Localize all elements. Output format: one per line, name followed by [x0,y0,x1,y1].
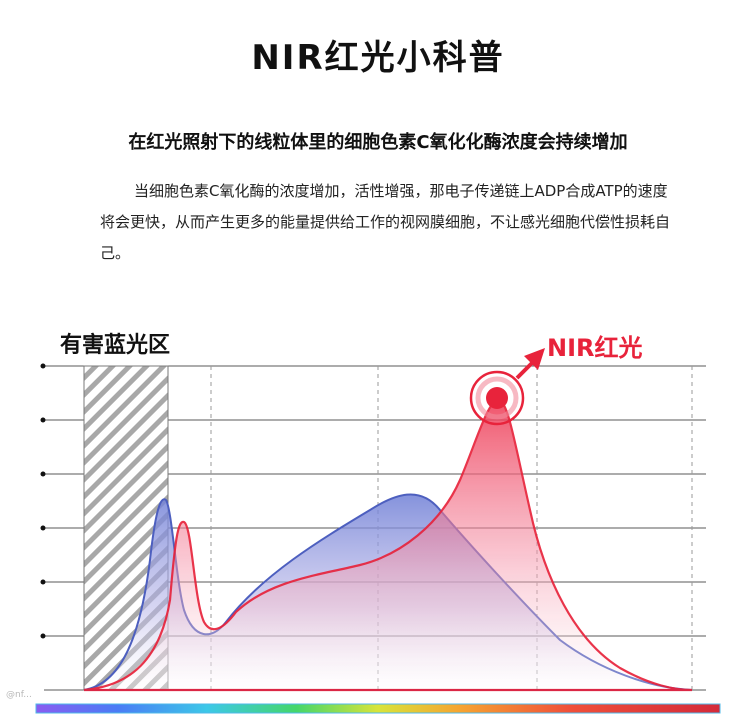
nir-red-label: NIR红光 [547,334,643,362]
harmful-blue-label: 有害蓝光区 [60,333,171,358]
tick-dots [40,363,46,639]
watermark: @nf... [6,690,32,700]
body-paragraph: 当细胞色素C氧化酶的浓度增加，活性增强，那电子传递链上ADP合成ATP的速度将会… [100,182,671,262]
page-title: NIR红光小科普 [251,38,505,78]
subtitle: 在红光照射下的线粒体里的细胞色素C氧化化酶浓度会持续增加 [128,132,628,153]
nir-peak-marker [469,370,525,426]
red-light-curve [83,398,693,692]
arrow-icon [515,348,545,380]
spectrum-bar [35,703,721,714]
